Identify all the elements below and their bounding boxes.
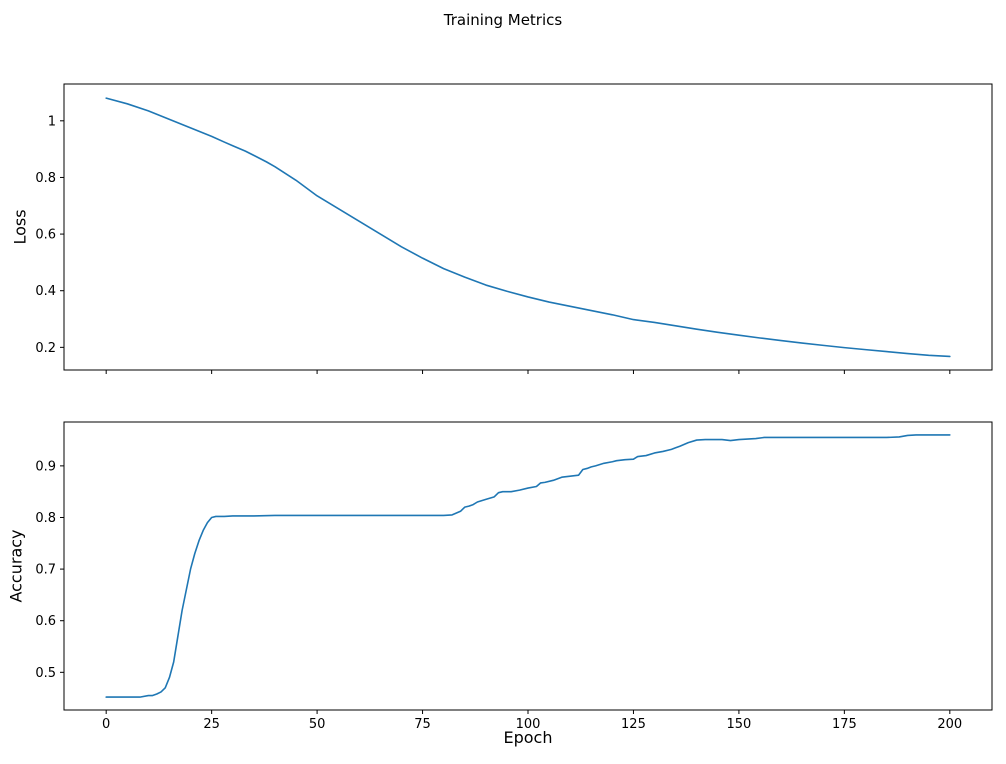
svg-text:0.6: 0.6 [35,614,56,629]
svg-text:0.8: 0.8 [35,171,56,186]
svg-text:200: 200 [937,717,962,732]
svg-text:0.6: 0.6 [35,228,56,243]
accuracy-axis-label: Accuracy [6,529,26,603]
svg-text:150: 150 [726,717,751,732]
svg-text:0.9: 0.9 [35,459,56,474]
loss-axis-label: Loss [10,209,30,245]
svg-text:0.4: 0.4 [35,284,56,299]
svg-text:50: 50 [309,717,326,732]
svg-text:100: 100 [516,717,541,732]
svg-text:0.7: 0.7 [35,563,56,578]
figure-title: Training Metrics [443,11,563,29]
svg-text:0.2: 0.2 [35,341,56,356]
svg-text:1: 1 [48,114,56,129]
svg-text:0.5: 0.5 [35,666,56,681]
svg-text:125: 125 [621,717,646,732]
svg-text:175: 175 [832,717,857,732]
svg-text:75: 75 [414,717,431,732]
svg-text:0.8: 0.8 [35,511,56,526]
svg-text:0: 0 [102,717,110,732]
epoch-axis-label: Epoch [503,728,553,747]
svg-text:25: 25 [203,717,220,732]
